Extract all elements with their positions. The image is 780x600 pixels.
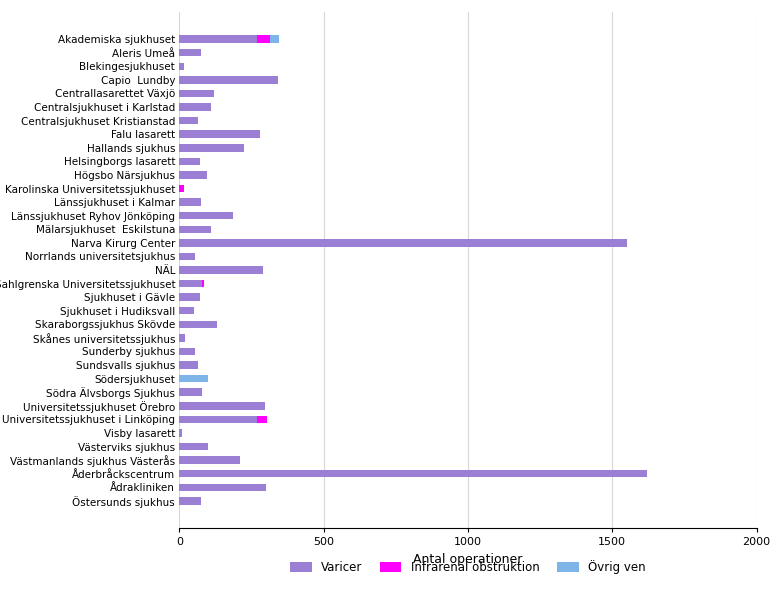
Bar (179, 348, 195, 355)
Bar (257, 416, 268, 423)
Bar (179, 416, 257, 423)
Bar (179, 497, 201, 505)
Bar (179, 49, 201, 56)
Bar (179, 470, 647, 478)
Bar (179, 35, 257, 43)
Bar (179, 90, 214, 97)
Bar (179, 375, 208, 382)
Bar (179, 402, 264, 410)
Bar (179, 361, 198, 369)
Bar (179, 253, 195, 260)
Bar (179, 130, 261, 138)
Bar (179, 388, 203, 396)
Bar (179, 144, 244, 152)
Bar (203, 280, 204, 287)
Bar (179, 334, 185, 341)
Bar (179, 117, 198, 124)
Bar (179, 239, 627, 247)
Bar (179, 429, 182, 437)
Bar (179, 103, 211, 111)
Bar (179, 307, 194, 314)
Bar (179, 171, 207, 179)
Bar (179, 457, 240, 464)
Bar (179, 158, 200, 165)
Bar (179, 226, 211, 233)
Bar (179, 293, 200, 301)
Bar (179, 266, 263, 274)
Bar (179, 280, 203, 287)
Bar (179, 320, 217, 328)
Bar (179, 62, 184, 70)
Bar (271, 35, 279, 43)
Bar (179, 212, 232, 220)
Legend: Varicer, Infrarenal obstruktion, Övrig ven: Varicer, Infrarenal obstruktion, Övrig v… (285, 556, 651, 579)
Bar (179, 443, 208, 450)
X-axis label: Antal operationer: Antal operationer (413, 553, 523, 566)
Bar (179, 484, 266, 491)
Bar (179, 76, 278, 83)
Bar (257, 35, 271, 43)
Bar (179, 185, 184, 192)
Bar (179, 199, 201, 206)
